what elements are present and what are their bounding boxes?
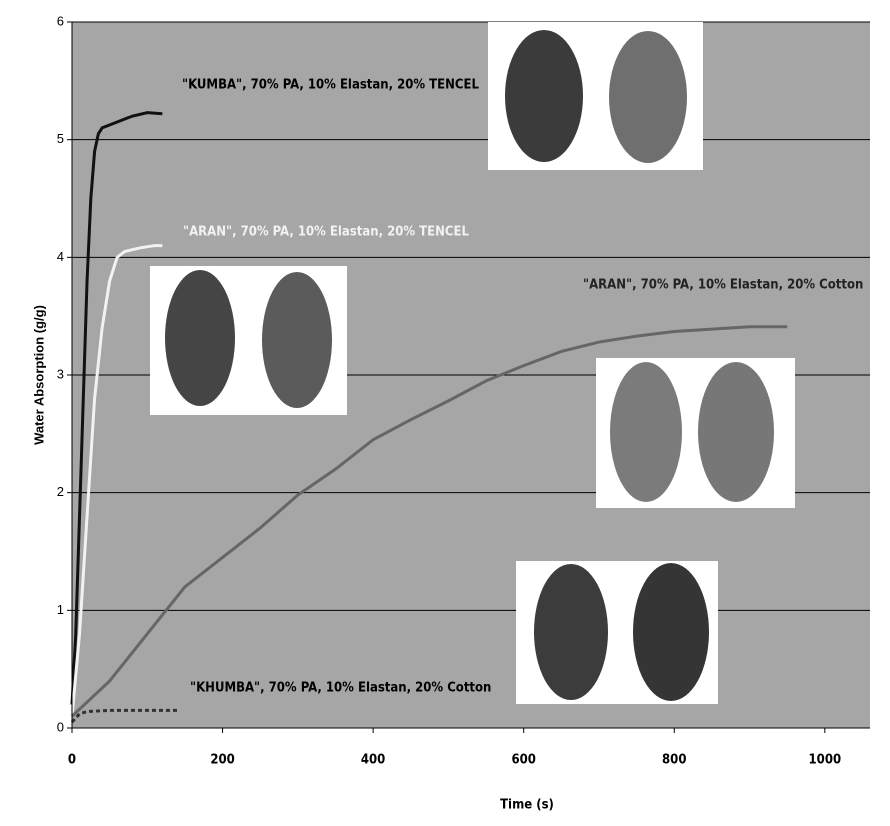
x-axis-title: Time (s) [500,798,554,813]
y-tick-label: 2 [57,484,64,499]
series-label: "ARAN", 70% PA, 10% Elastan, 20% Cotton [583,278,863,293]
y-tick-label: 1 [57,602,64,617]
y-axis-title: Water Absorption (g/g) [31,305,46,445]
y-tick-label: 4 [57,249,64,264]
swatch [610,362,682,502]
chart: Water Absorption (g/g) Time (s) 01234560… [0,0,890,821]
x-tick-label: 200 [210,753,234,768]
swatch [534,564,608,700]
swatch [262,272,332,408]
swatch [609,31,687,163]
x-tick-label: 800 [662,753,686,768]
x-tick-label: 0 [68,753,76,768]
series-label: "KHUMBA", 70% PA, 10% Elastan, 20% Cotto… [190,681,491,696]
swatch [505,30,583,162]
swatch [165,270,235,406]
swatch [698,362,774,502]
page: Water Absorption (g/g) Time (s) 01234560… [0,0,890,826]
y-tick-label: 3 [57,366,64,381]
series-label: "KUMBA", 70% PA, 10% Elastan, 20% TENCEL [182,78,480,93]
swatch [633,563,709,701]
y-tick-label: 0 [57,719,64,734]
series-label: "ARAN", 70% PA, 10% Elastan, 20% TENCEL [183,225,469,240]
x-tick-label: 400 [361,753,385,768]
y-tick-label: 5 [57,131,64,146]
y-tick-label: 6 [57,13,64,28]
x-tick-label: 1000 [809,753,842,768]
x-tick-label: 600 [511,753,535,768]
